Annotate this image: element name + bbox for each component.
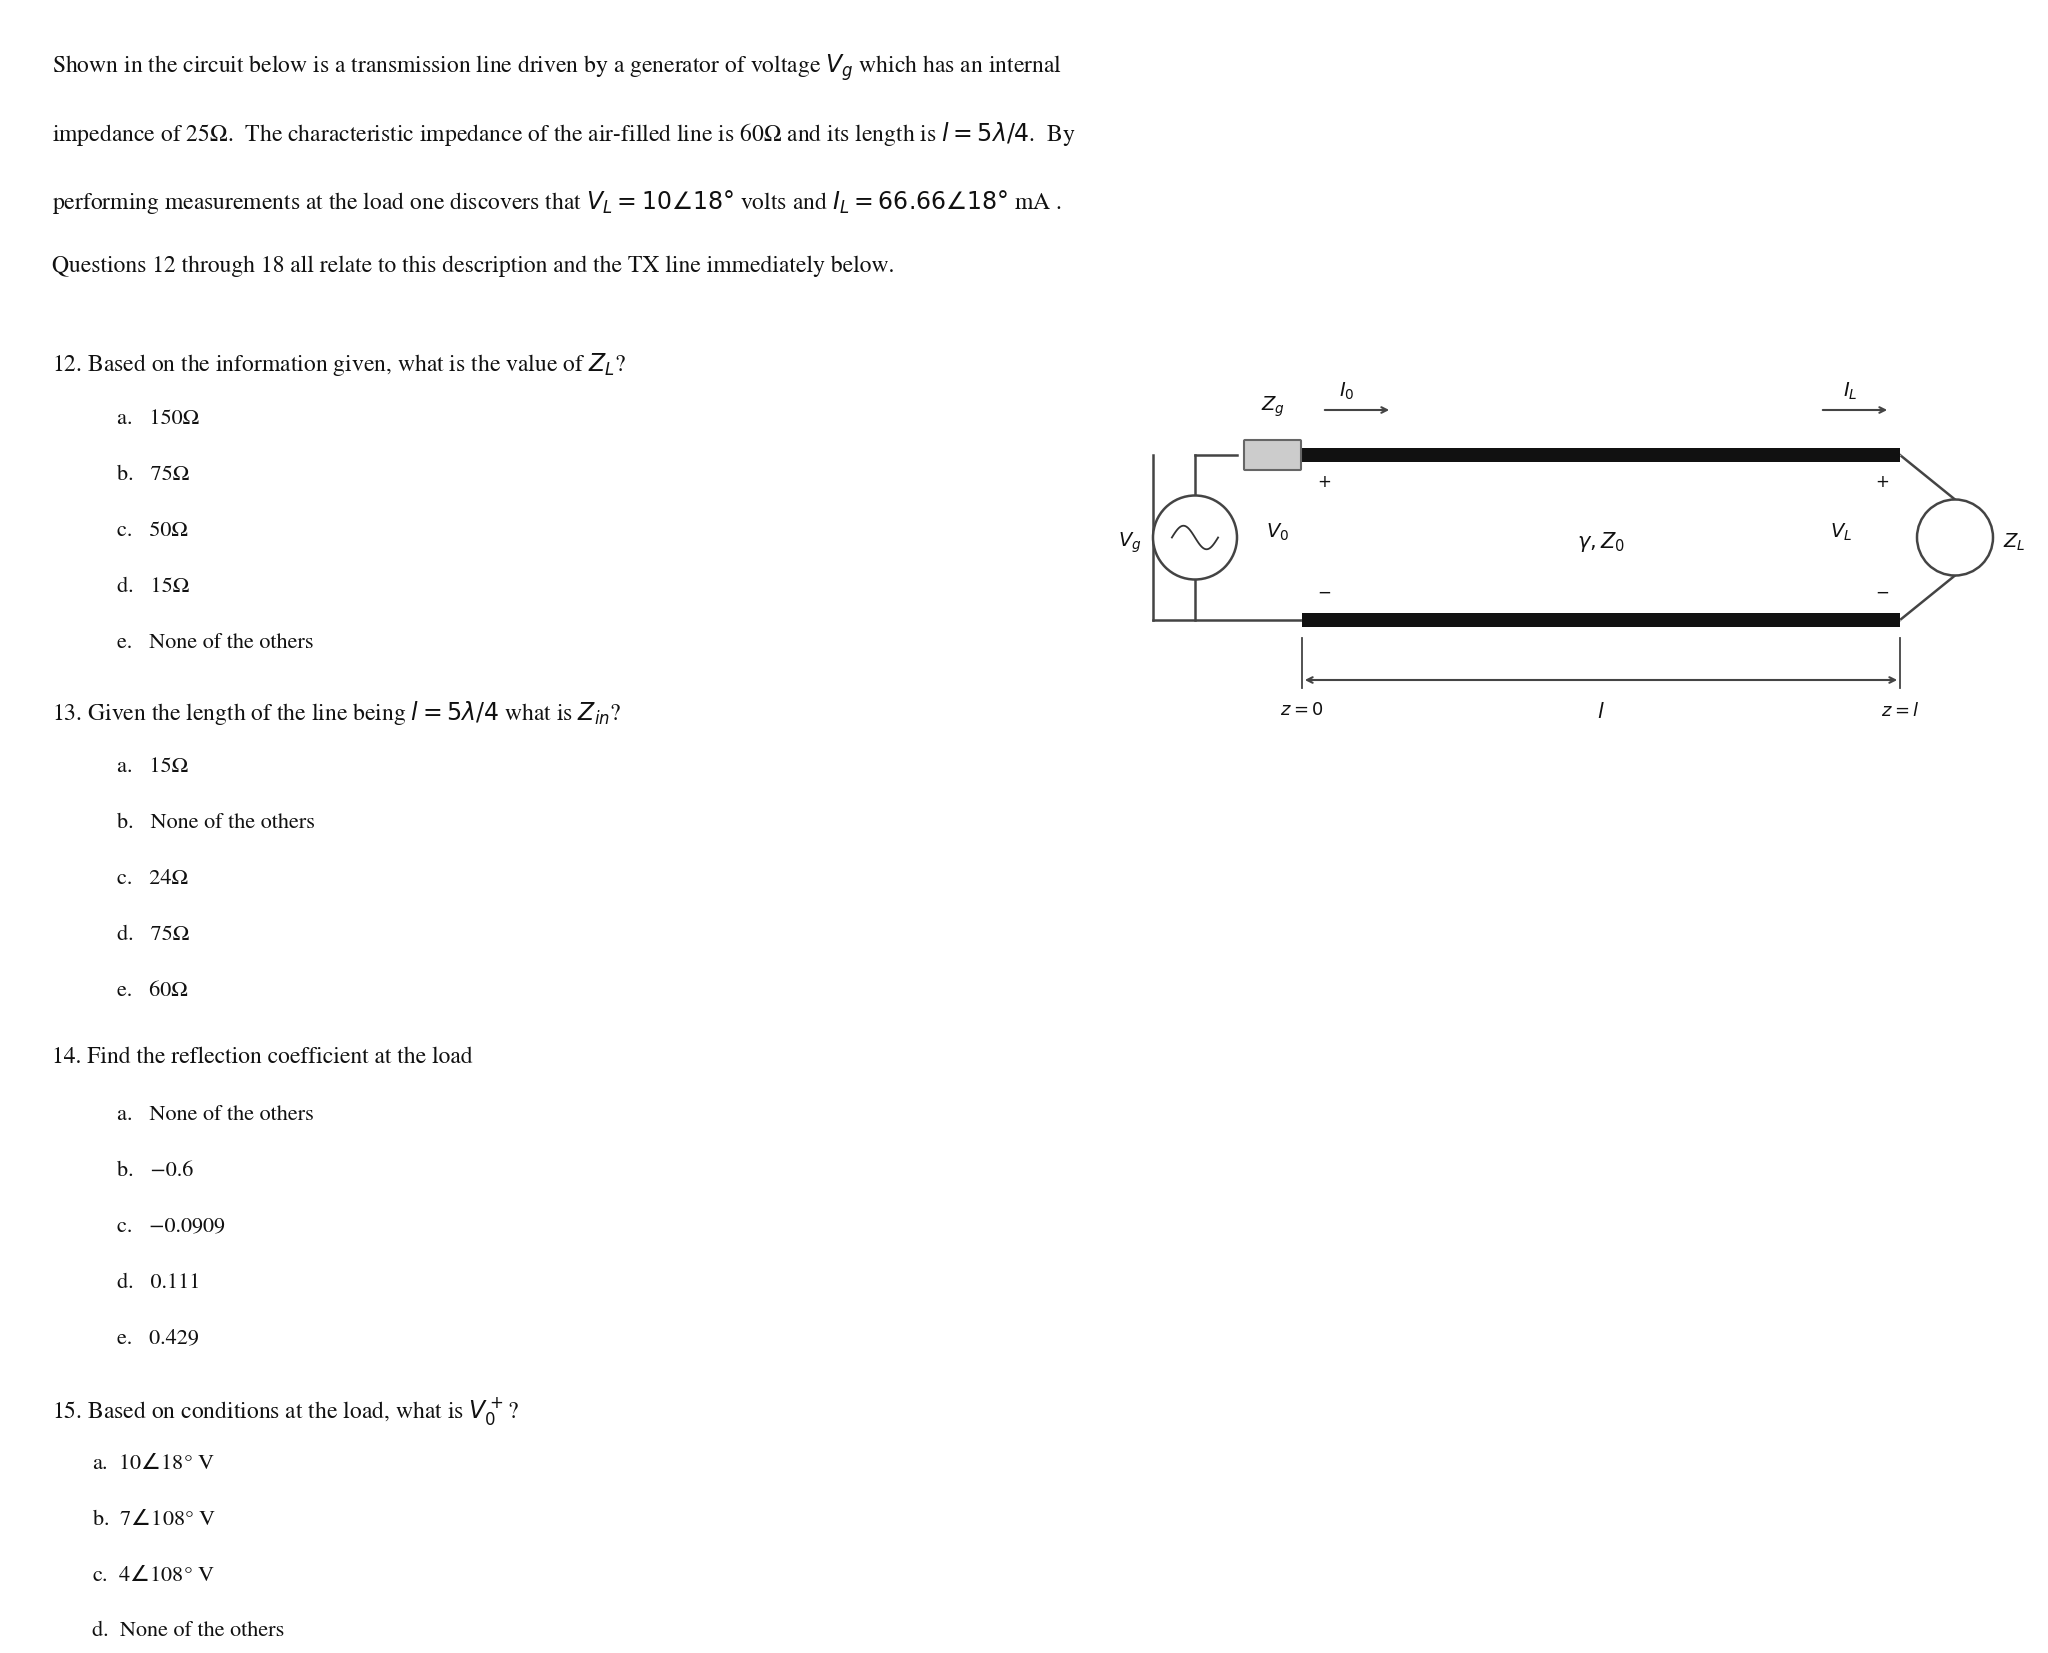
Text: performing measurements at the load one discovers that $V_L=10\angle18\degree$ v: performing measurements at the load one …	[51, 188, 1063, 217]
Text: 15. Based on conditions at the load, what is $V_0^+$?: 15. Based on conditions at the load, wha…	[51, 1395, 520, 1427]
Text: $z=l$: $z=l$	[1880, 703, 1919, 721]
Text: +: +	[1876, 473, 1888, 491]
Text: d.   0.111: d. 0.111	[117, 1273, 201, 1293]
Text: $V_0$: $V_0$	[1266, 522, 1288, 544]
Text: c.   −0.0909: c. −0.0909	[117, 1217, 225, 1236]
Text: a.   150Ω: a. 150Ω	[117, 408, 199, 428]
Bar	[1303, 613, 1901, 626]
Text: Questions 12 through 18 all relate to this description and the TX line immediate: Questions 12 through 18 all relate to th…	[51, 256, 895, 278]
Text: c.  4$\angle$108° V: c. 4$\angle$108° V	[92, 1565, 215, 1585]
Text: 14. Find the reflection coefficient at the load: 14. Find the reflection coefficient at t…	[51, 1046, 473, 1068]
FancyBboxPatch shape	[1243, 440, 1300, 469]
Text: b.   None of the others: b. None of the others	[117, 813, 315, 833]
Text: $I_L$: $I_L$	[1843, 380, 1858, 402]
Text: $V_L$: $V_L$	[1829, 522, 1851, 544]
Text: d.   75Ω: d. 75Ω	[117, 926, 188, 946]
Text: $V_g$: $V_g$	[1118, 531, 1141, 555]
Text: b.   75Ω: b. 75Ω	[117, 464, 188, 484]
Text: $Z_g$: $Z_g$	[1262, 395, 1284, 418]
Text: $Z_L$: $Z_L$	[2003, 532, 2025, 554]
Text: c.   24Ω: c. 24Ω	[117, 869, 188, 889]
Text: b.  7$\angle$108° V: b. 7$\angle$108° V	[92, 1509, 217, 1531]
Text: impedance of 25Ω.  The characteristic impedance of the air-filled line is 60Ω an: impedance of 25Ω. The characteristic imp…	[51, 121, 1075, 149]
Text: −: −	[1876, 584, 1888, 602]
Text: a.   15Ω: a. 15Ω	[117, 757, 188, 777]
Text: $\gamma, Z_0$: $\gamma, Z_0$	[1577, 531, 1624, 554]
Text: e.   None of the others: e. None of the others	[117, 633, 313, 653]
Text: Shown in the circuit below is a transmission line driven by a generator of volta: Shown in the circuit below is a transmis…	[51, 51, 1063, 83]
Text: −: −	[1317, 584, 1331, 602]
Text: a.  10$\angle$18° V: a. 10$\angle$18° V	[92, 1453, 215, 1474]
Text: a.   None of the others: a. None of the others	[117, 1104, 313, 1124]
Text: d.   15Ω: d. 15Ω	[117, 577, 188, 597]
Text: $z=0$: $z=0$	[1280, 703, 1323, 719]
Text: 12. Based on the information given, what is the value of $Z_L$?: 12. Based on the information given, what…	[51, 350, 627, 379]
Text: $I_0$: $I_0$	[1339, 380, 1354, 402]
Text: c.   50Ω: c. 50Ω	[117, 521, 188, 541]
Text: $l$: $l$	[1597, 703, 1606, 722]
Bar	[1303, 448, 1901, 461]
Text: d.  None of the others: d. None of the others	[92, 1622, 285, 1641]
Text: 13. Given the length of the line being $l=5λ/4$ what is $Z_{in}$?: 13. Given the length of the line being $…	[51, 699, 623, 727]
Text: +: +	[1317, 473, 1331, 491]
Circle shape	[1917, 499, 1993, 575]
Text: e.   0.429: e. 0.429	[117, 1329, 199, 1349]
Text: e.   60Ω: e. 60Ω	[117, 980, 188, 1000]
Text: b.   −0.6: b. −0.6	[117, 1160, 193, 1180]
Circle shape	[1153, 496, 1237, 580]
